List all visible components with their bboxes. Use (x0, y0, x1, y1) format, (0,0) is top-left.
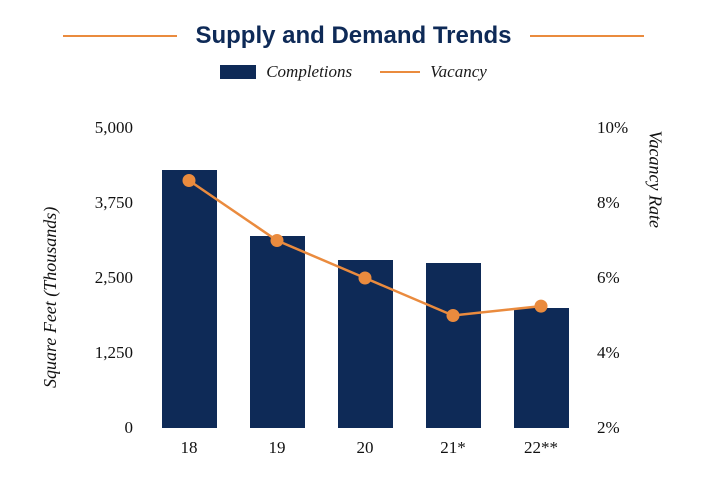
x-tick-label: 19 (237, 438, 317, 458)
y-tick-right: 6% (597, 268, 657, 288)
vacancy-line (145, 128, 585, 428)
legend: Completions Vacancy (0, 62, 707, 82)
title-rule-left (63, 35, 177, 37)
y-tick-right: 10% (597, 118, 657, 138)
plot-area: 01,2502,5003,7505,0002%4%6%8%10%18192021… (145, 128, 585, 428)
y-tick-left: 0 (63, 418, 133, 438)
y-tick-right: 2% (597, 418, 657, 438)
legend-line-swatch (380, 71, 420, 73)
x-tick-label: 21* (413, 438, 493, 458)
legend-label-vacancy: Vacancy (430, 62, 487, 82)
y-axis-title-right: Vacancy Rate (644, 131, 665, 228)
y-tick-right: 4% (597, 343, 657, 363)
vacancy-marker (447, 309, 460, 322)
vacancy-marker (183, 174, 196, 187)
y-tick-left: 5,000 (63, 118, 133, 138)
vacancy-marker (535, 300, 548, 313)
x-tick-label: 18 (149, 438, 229, 458)
y-tick-left: 2,500 (63, 268, 133, 288)
vacancy-marker (359, 272, 372, 285)
y-tick-left: 3,750 (63, 193, 133, 213)
vacancy-marker (271, 234, 284, 247)
legend-label-completions: Completions (266, 62, 352, 82)
y-axis-title-left: Square Feet (Thousands) (40, 207, 61, 388)
legend-bar-swatch (220, 65, 256, 79)
chart-root: { "chart": { "title": "Supply and Demand… (0, 0, 707, 503)
chart-title: Supply and Demand Trends (195, 22, 511, 50)
legend-item-vacancy: Vacancy (380, 62, 487, 82)
y-tick-right: 8% (597, 193, 657, 213)
x-tick-label: 20 (325, 438, 405, 458)
y-tick-left: 1,250 (63, 343, 133, 363)
vacancy-polyline (189, 181, 541, 316)
title-rule-right (530, 35, 644, 37)
legend-item-completions: Completions (220, 62, 352, 82)
title-row: Supply and Demand Trends (0, 22, 707, 50)
x-tick-label: 22** (501, 438, 581, 458)
